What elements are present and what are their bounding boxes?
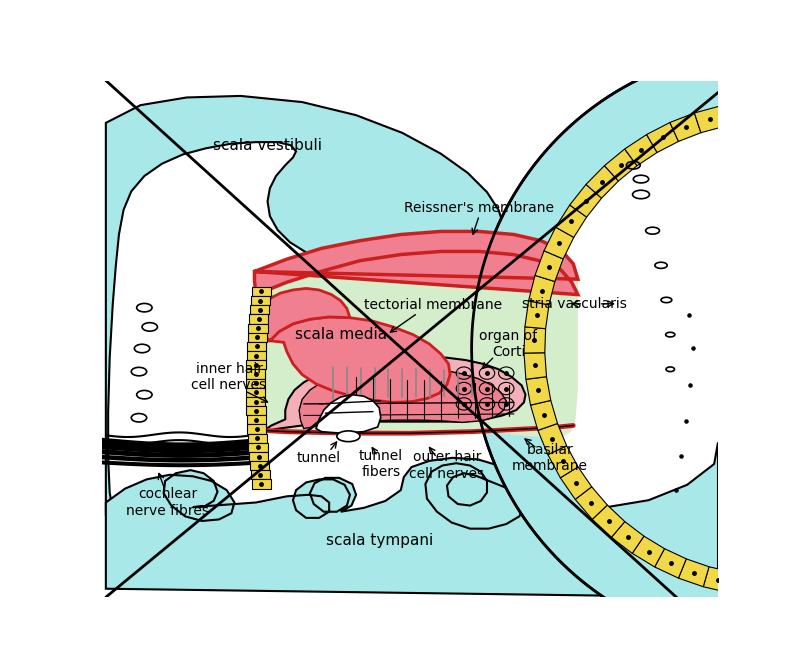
Polygon shape (526, 376, 550, 405)
Polygon shape (253, 231, 578, 439)
Polygon shape (592, 505, 625, 537)
Text: scala media: scala media (294, 327, 386, 342)
Polygon shape (678, 559, 709, 586)
Text: organ of
Corti: organ of Corti (479, 329, 538, 359)
Polygon shape (548, 446, 578, 478)
Polygon shape (525, 301, 549, 329)
Text: scala vestibuli: scala vestibuli (213, 138, 322, 154)
Polygon shape (249, 323, 268, 333)
Polygon shape (246, 378, 266, 388)
Polygon shape (720, 102, 748, 126)
Polygon shape (249, 443, 268, 452)
Polygon shape (246, 397, 266, 406)
Polygon shape (586, 166, 618, 198)
Polygon shape (694, 106, 724, 133)
Polygon shape (246, 370, 266, 378)
Polygon shape (570, 185, 602, 217)
Polygon shape (611, 521, 644, 554)
Polygon shape (529, 275, 555, 305)
Polygon shape (252, 287, 271, 296)
Polygon shape (248, 333, 267, 342)
Polygon shape (262, 356, 526, 431)
Polygon shape (250, 305, 270, 315)
Polygon shape (252, 480, 271, 488)
Polygon shape (703, 567, 733, 592)
Polygon shape (746, 101, 772, 123)
Polygon shape (535, 251, 563, 282)
Polygon shape (524, 353, 546, 379)
Polygon shape (246, 415, 266, 425)
Text: basilar
membrane: basilar membrane (512, 443, 588, 473)
Text: outer hair
cell nerves: outer hair cell nerves (410, 450, 485, 480)
Polygon shape (524, 327, 546, 353)
Polygon shape (670, 113, 701, 142)
Polygon shape (646, 123, 678, 152)
Polygon shape (254, 231, 578, 295)
Polygon shape (250, 461, 270, 470)
Polygon shape (472, 48, 772, 646)
Text: Reissner's membrane: Reissner's membrane (404, 201, 554, 215)
Polygon shape (248, 433, 267, 443)
Text: cochlear
nerve fibres: cochlear nerve fibres (126, 487, 209, 517)
Polygon shape (316, 395, 381, 433)
Polygon shape (604, 149, 637, 181)
Polygon shape (246, 351, 266, 360)
Polygon shape (556, 205, 586, 238)
Polygon shape (270, 317, 450, 403)
Polygon shape (106, 442, 718, 597)
Polygon shape (530, 401, 558, 430)
Polygon shape (247, 342, 266, 351)
Text: tunnel: tunnel (297, 451, 342, 465)
Polygon shape (249, 315, 269, 323)
Polygon shape (247, 425, 266, 433)
Polygon shape (246, 388, 266, 397)
Polygon shape (560, 467, 592, 499)
Polygon shape (544, 227, 574, 259)
Polygon shape (260, 289, 350, 341)
Polygon shape (251, 296, 270, 305)
Polygon shape (575, 486, 607, 519)
Polygon shape (246, 406, 266, 415)
Polygon shape (654, 549, 686, 578)
Text: scala tympani: scala tympani (326, 533, 433, 548)
Polygon shape (249, 452, 269, 461)
Text: tectorial membrane: tectorial membrane (364, 299, 502, 313)
Ellipse shape (337, 431, 360, 442)
Text: inner hair
cell nerves: inner hair cell nerves (191, 362, 266, 392)
Polygon shape (632, 536, 665, 567)
Polygon shape (246, 360, 266, 370)
Text: tunnel
fibers: tunnel fibers (358, 449, 403, 479)
Polygon shape (106, 96, 504, 567)
Polygon shape (538, 423, 566, 455)
Text: stria vascularis: stria vascularis (522, 297, 626, 311)
Polygon shape (625, 134, 657, 166)
Polygon shape (251, 470, 270, 480)
Polygon shape (299, 367, 506, 429)
